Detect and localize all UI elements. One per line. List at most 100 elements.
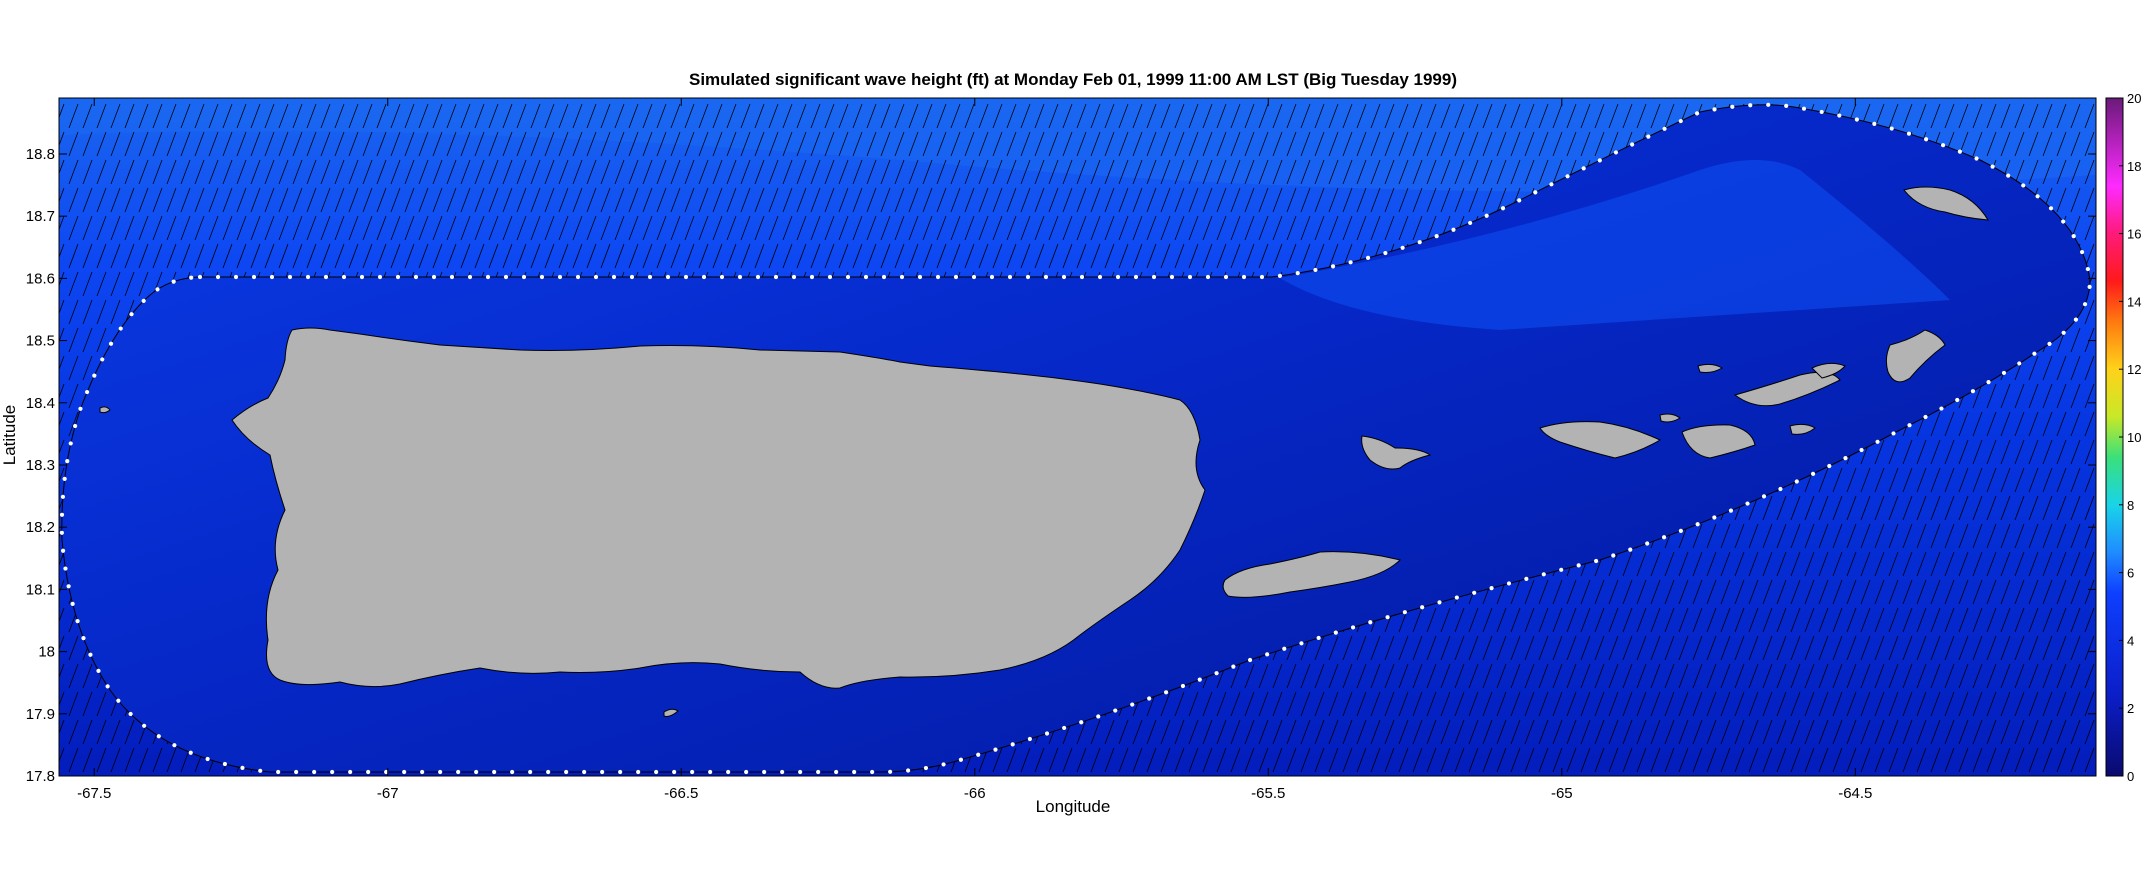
wave-arrow <box>1328 719 1339 745</box>
wave-arrow <box>838 215 849 241</box>
wave-arrow <box>2084 663 2095 689</box>
wave-arrow <box>432 215 443 241</box>
wave-arrow <box>2056 383 2067 409</box>
boundary-point <box>827 274 833 280</box>
wave-arrow <box>1160 747 1171 773</box>
wave-arrow <box>1482 663 1493 689</box>
wave-arrow <box>1916 635 1927 661</box>
wave-arrow <box>2084 747 2095 773</box>
wave-arrow <box>292 131 303 157</box>
colorbar-tick-label: 0 <box>2127 769 2134 784</box>
wave-arrow <box>2042 551 2053 577</box>
wave-arrow <box>1818 691 1829 717</box>
wave-arrow <box>2056 495 2067 521</box>
wave-arrow <box>1636 551 1647 577</box>
wave-arrow <box>1174 719 1185 745</box>
boundary-point <box>66 584 71 589</box>
wave-arrow <box>306 131 317 157</box>
wave-arrow <box>1174 187 1185 213</box>
wave-arrow <box>544 131 555 157</box>
wave-arrow <box>96 187 107 213</box>
boundary-point <box>1628 547 1633 552</box>
boundary-point <box>359 274 365 280</box>
wave-arrow <box>124 159 135 185</box>
wave-arrow <box>320 159 331 185</box>
wave-arrow <box>1328 159 1339 185</box>
wave-arrow <box>1510 579 1521 605</box>
boundary-point <box>323 274 329 280</box>
wave-arrow <box>68 411 79 437</box>
wave-arrow <box>1972 383 1983 409</box>
culebra <box>1361 435 1432 470</box>
wave-arrow <box>1314 691 1325 717</box>
wave-arrow <box>908 215 919 241</box>
wave-arrow <box>1342 747 1353 773</box>
boundary-point <box>1010 742 1015 747</box>
wave-arrow <box>2014 467 2025 493</box>
wave-arrow <box>1944 523 1955 549</box>
wave-arrow <box>1636 719 1647 745</box>
boundary-point <box>205 756 210 762</box>
wave-arrow <box>1664 719 1675 745</box>
wave-arrow <box>1146 159 1157 185</box>
wave-arrow <box>1286 691 1297 717</box>
wave-arrow <box>1902 635 1913 661</box>
wave-arrow <box>264 215 275 241</box>
wave-arrow <box>1622 635 1633 661</box>
wave-arrow <box>1650 607 1661 633</box>
wave-arrow <box>1104 159 1115 185</box>
wave-arrow <box>1902 719 1913 745</box>
wave-arrow <box>1664 103 1675 129</box>
wave-arrow <box>1706 551 1717 577</box>
boundary-point <box>2017 361 2022 366</box>
wave-arrow <box>1174 691 1185 717</box>
wave-arrow <box>1888 467 1899 493</box>
boundary-point <box>1630 142 1635 147</box>
wave-arrow <box>1188 159 1199 185</box>
wave-arrow <box>1692 551 1703 577</box>
wave-arrow <box>1510 635 1521 661</box>
wave-arrow <box>1132 243 1143 269</box>
wave-arrow <box>1468 635 1479 661</box>
wave-arrow <box>1888 719 1899 745</box>
boundary-point <box>546 769 551 775</box>
wave-arrow <box>1622 607 1633 633</box>
wave-arrow <box>110 159 121 185</box>
boundary-point <box>1330 264 1336 269</box>
boundary-point <box>701 274 707 280</box>
wave-arrow <box>152 243 163 269</box>
wave-arrow <box>2070 523 2081 549</box>
wave-arrow <box>1174 747 1185 773</box>
boundary-point <box>1299 641 1304 646</box>
wave-arrow <box>614 215 625 241</box>
wave-arrow <box>1104 243 1115 269</box>
wave-arrow <box>1818 607 1829 633</box>
wave-arrow <box>978 103 989 129</box>
wave-arrow <box>1608 635 1619 661</box>
wave-arrow <box>1566 607 1577 633</box>
wave-arrow <box>1902 607 1913 633</box>
wave-arrow <box>1748 719 1759 745</box>
land-masses <box>99 186 1989 717</box>
wave-arrow <box>376 131 387 157</box>
wave-arrow <box>1972 467 1983 493</box>
x-axis-ticks: -67.5 -67 -66.5 -66 -65.5 -65 -64.5 <box>77 98 1872 802</box>
wave-arrow <box>2056 523 2067 549</box>
wave-arrow <box>208 103 219 129</box>
wave-arrow <box>1216 103 1227 129</box>
boundary-point <box>341 274 347 280</box>
boundary-point <box>1990 164 1995 169</box>
wave-arrow <box>348 187 359 213</box>
wave-arrow <box>1650 747 1661 773</box>
wave-arrow <box>1174 243 1185 269</box>
wave-arrow <box>1300 159 1311 185</box>
wave-arrow <box>586 131 597 157</box>
wave-arrow <box>1832 579 1843 605</box>
boundary-point <box>1333 630 1338 635</box>
wave-arrow <box>614 187 625 213</box>
boundary-point <box>1549 182 1554 187</box>
wave-arrow <box>1986 747 1997 773</box>
boundary-point <box>1451 227 1456 232</box>
boundary-point <box>269 274 275 280</box>
wave-arrow <box>96 691 107 717</box>
